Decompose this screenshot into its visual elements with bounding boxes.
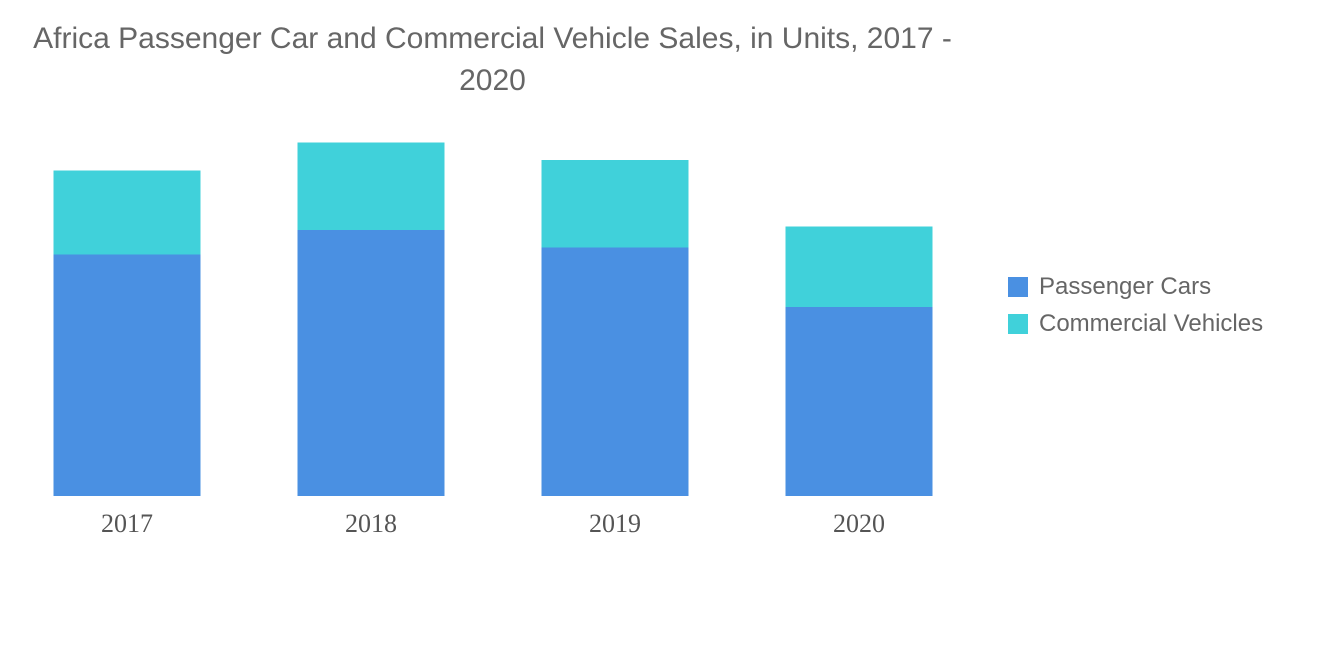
x-tick-label-2019: 2019 bbox=[589, 509, 641, 538]
x-axis-ticks: 2017 2018 2019 2020 bbox=[101, 509, 885, 538]
legend-swatch-passenger-cars bbox=[1008, 276, 1028, 297]
legend-item-passenger-cars: Passenger Cars bbox=[1008, 268, 1263, 305]
bar-commercial-vehicles-2018 bbox=[297, 142, 445, 230]
legend-label-commercial-vehicles: Commercial Vehicles bbox=[1039, 309, 1264, 337]
chart-title: Africa Passenger Car and Commercial Vehi… bbox=[33, 22, 952, 97]
legend: Passenger Cars Commercial Vehicles bbox=[1008, 268, 1263, 342]
x-tick-label-2020: 2020 bbox=[833, 509, 885, 538]
legend-label-passenger-cars: Passenger Cars bbox=[1039, 272, 1212, 300]
bar-passenger-cars-2020 bbox=[785, 307, 933, 496]
bars-layer bbox=[53, 142, 933, 496]
x-tick-label-2018: 2018 bbox=[345, 509, 397, 538]
legend-swatch-commercial-vehicles bbox=[1008, 313, 1028, 334]
bar-commercial-vehicles-2020 bbox=[785, 226, 933, 307]
x-tick-label-2017: 2017 bbox=[101, 509, 153, 538]
bar-passenger-cars-2017 bbox=[53, 254, 201, 496]
bar-passenger-cars-2019 bbox=[541, 247, 689, 496]
bar-commercial-vehicles-2019 bbox=[541, 160, 689, 248]
bar-passenger-cars-2018 bbox=[297, 230, 445, 496]
bar-commercial-vehicles-2017 bbox=[53, 170, 201, 255]
legend-item-commercial-vehicles: Commercial Vehicles bbox=[1008, 305, 1263, 342]
